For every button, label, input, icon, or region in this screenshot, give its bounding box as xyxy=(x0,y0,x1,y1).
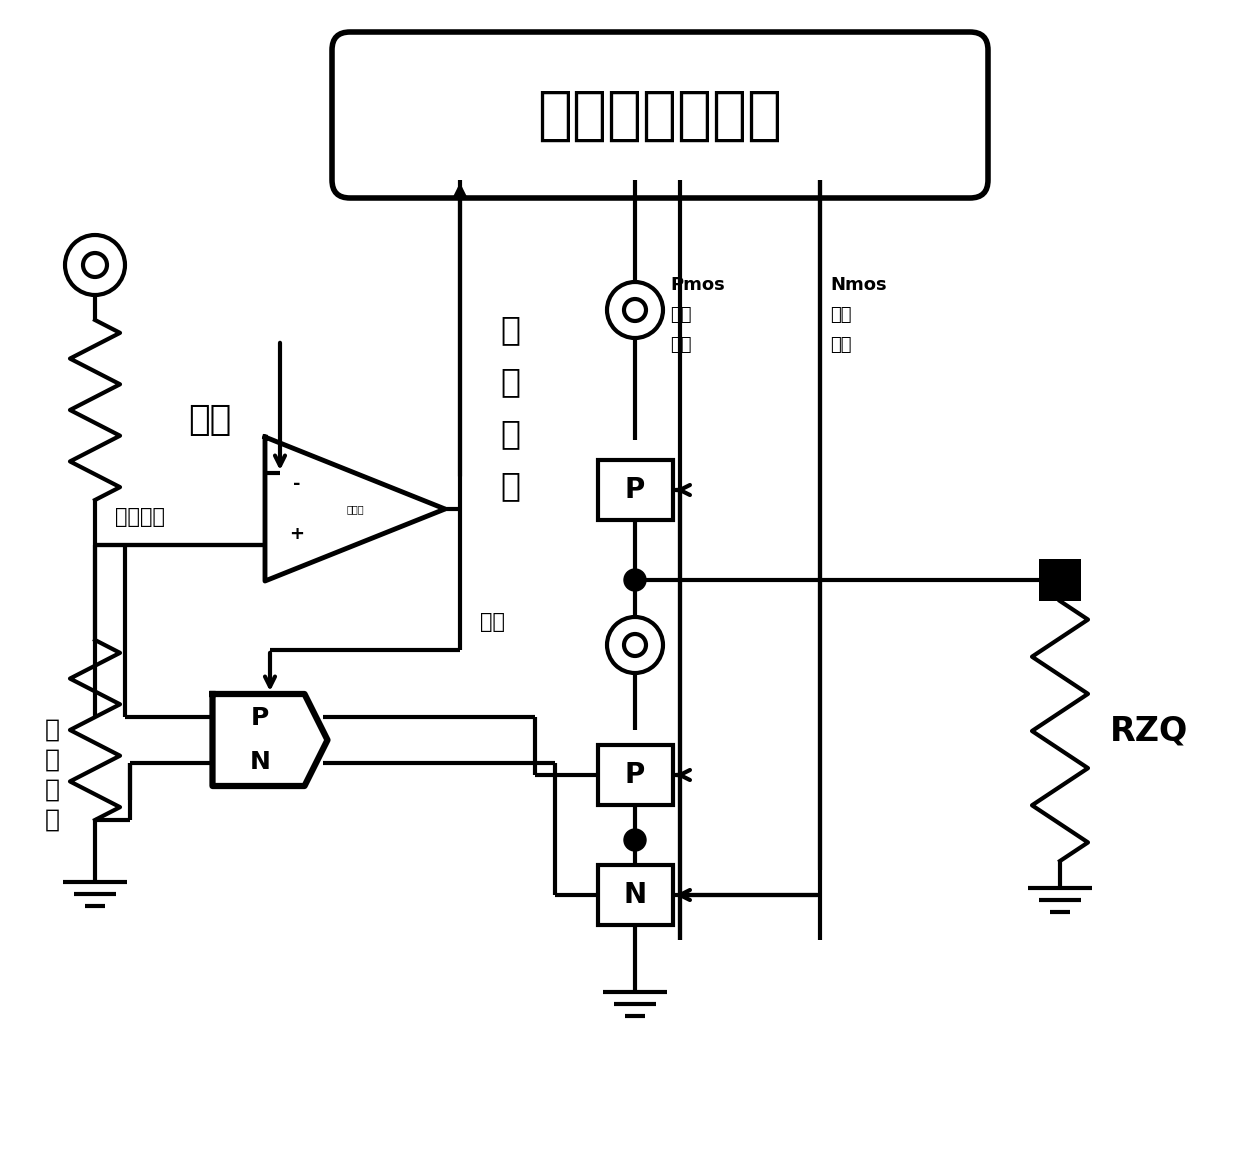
Text: P: P xyxy=(625,476,645,504)
Text: 结: 结 xyxy=(500,417,520,451)
Text: 比: 比 xyxy=(500,314,520,346)
Text: 分: 分 xyxy=(45,718,60,742)
Text: 使能: 使能 xyxy=(670,306,692,324)
Circle shape xyxy=(624,569,646,591)
Text: 信号: 信号 xyxy=(670,336,692,354)
Text: Nmos: Nmos xyxy=(830,276,887,294)
Text: Pmos: Pmos xyxy=(670,276,724,294)
Bar xyxy=(1039,559,1081,601)
Text: +: + xyxy=(289,526,304,543)
FancyBboxPatch shape xyxy=(598,865,672,925)
Text: 平: 平 xyxy=(45,808,60,831)
Text: 输出校准控制器: 输出校准控制器 xyxy=(537,86,782,144)
Circle shape xyxy=(624,829,646,851)
Text: 选择: 选择 xyxy=(480,612,505,633)
Text: 信号: 信号 xyxy=(830,336,852,354)
FancyBboxPatch shape xyxy=(598,460,672,520)
Text: 较: 较 xyxy=(500,366,520,399)
Text: 参考电平: 参考电平 xyxy=(115,507,165,527)
FancyBboxPatch shape xyxy=(598,745,672,805)
Text: N: N xyxy=(249,750,270,774)
Text: 使能: 使能 xyxy=(830,306,852,324)
Text: 压: 压 xyxy=(45,748,60,772)
Text: N: N xyxy=(624,881,646,908)
Text: 采样: 采样 xyxy=(188,402,232,437)
Text: P: P xyxy=(625,761,645,789)
Text: RZQ: RZQ xyxy=(1110,714,1188,748)
FancyBboxPatch shape xyxy=(332,32,988,198)
Text: 果: 果 xyxy=(500,469,520,503)
Text: -: - xyxy=(293,475,300,493)
Text: 比较器: 比较器 xyxy=(346,504,363,514)
Text: P: P xyxy=(250,706,269,730)
Text: 电: 电 xyxy=(45,779,60,802)
